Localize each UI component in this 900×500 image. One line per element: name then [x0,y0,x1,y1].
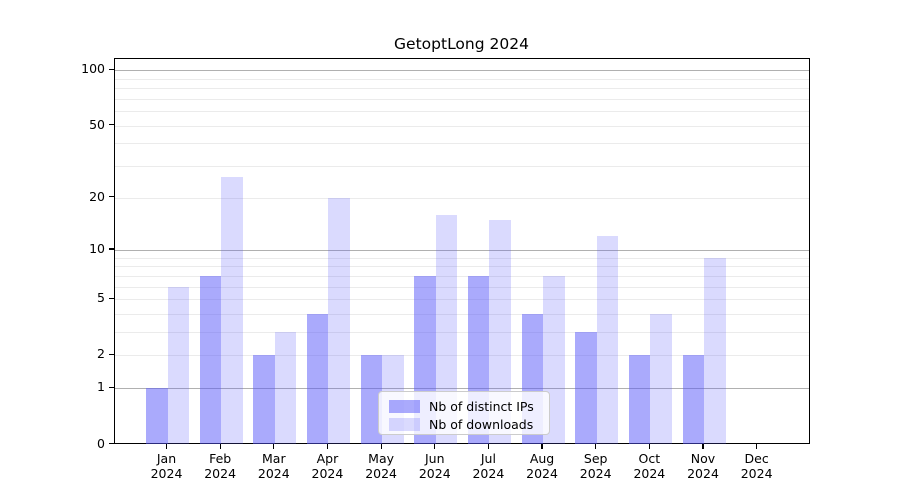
minor-gridline [114,125,809,127]
y-tick-mark [108,353,114,355]
plot-area: Nb of distinct IPs Nb of downloads [113,58,810,445]
x-tick-mark [756,443,758,449]
minor-gridline [114,313,809,315]
minor-gridline [114,197,809,199]
chart-title: GetoptLong 2024 [394,35,529,53]
x-tick-mark [648,443,650,449]
bar-downloads-nov [704,257,726,445]
bar-downloads-mar [274,332,297,445]
bar-downloads-jan [167,286,189,445]
minor-gridline [114,275,809,277]
bar-distinct-ips-jan [146,388,168,445]
major-gridline [114,70,809,72]
x-tick-mark [326,443,329,449]
y-tick-label: 10 [89,241,105,257]
bar-downloads-apr [328,197,350,445]
legend: Nb of distinct IPs Nb of downloads [378,391,550,435]
x-tick-label: May 2024 [365,450,397,482]
x-tick-label: Dec 2024 [740,450,773,482]
x-tick-mark [165,443,168,449]
y-tick-label: 50 [89,116,105,132]
y-tick-label: 0 [97,435,105,451]
x-tick-mark [380,443,382,449]
x-tick-mark [702,443,704,449]
x-tick-label: Feb 2024 [204,450,237,482]
x-tick-mark [487,443,489,449]
x-tick-label: Jan 2024 [150,450,183,482]
y-tick-label: 2 [97,346,105,362]
x-tick-mark [434,443,436,449]
y-tick-label: 5 [97,290,105,306]
x-tick-mark [219,443,221,449]
y-tick-mark [108,442,114,445]
minor-gridline [114,299,809,301]
x-tick-label: Jul 2024 [472,450,505,482]
bar-downloads-jul [489,219,511,445]
legend-item-downloads: Nb of downloads [389,416,549,432]
legend-swatch-distinct-ips [389,399,420,413]
x-tick-label: Apr 2024 [311,450,344,482]
y-tick-mark [108,124,114,126]
minor-gridline [114,111,809,113]
minor-gridline [114,257,809,259]
bar-downloads-feb [221,177,243,445]
legend-swatch-downloads [389,417,420,431]
x-tick-label: Sep 2024 [579,450,612,482]
bar-distinct-ips-mar [253,355,275,445]
x-tick-label: Oct 2024 [633,450,666,482]
bar-distinct-ips-oct [628,355,651,445]
bar-downloads-oct [650,313,672,445]
y-tick-label: 20 [89,188,105,204]
y-tick-label: 1 [97,379,105,395]
y-tick-mark [108,68,114,70]
minor-gridline [114,78,809,80]
minor-gridline [114,266,809,268]
bar-distinct-ips-nov [682,355,704,445]
major-gridline [114,388,809,390]
y-tick-mark [108,297,114,299]
x-tick-label: Jun 2024 [418,450,451,482]
minor-gridline [114,98,809,100]
x-tick-mark [541,443,543,449]
legend-label-distinct-ips: Nb of distinct IPs [429,398,534,414]
bar-distinct-ips-may [360,355,383,445]
minor-gridline [114,332,809,334]
x-tick-mark [595,443,597,449]
minor-gridline [114,355,809,357]
minor-gridline [114,88,809,90]
minor-gridline [114,143,809,145]
y-tick-label: 100 [81,61,105,77]
bar-downloads-sep [596,236,619,445]
y-tick-mark [108,386,114,388]
major-gridline [114,250,809,252]
legend-label-downloads: Nb of downloads [429,416,534,432]
x-tick-label: Aug 2024 [526,450,558,482]
y-tick-mark [108,248,114,250]
bar-downloads-jun [435,214,458,445]
legend-item-distinct-ips: Nb of distinct IPs [389,398,549,414]
x-tick-label: Mar 2024 [257,450,290,482]
bar-distinct-ips-feb [199,275,222,445]
minor-gridline [114,286,809,288]
x-tick-label: Nov 2024 [687,450,719,482]
bar-distinct-ips-sep [575,332,597,445]
x-tick-mark [273,443,275,449]
bar-distinct-ips-apr [306,313,329,445]
minor-gridline [114,166,809,167]
y-tick-mark [108,195,114,198]
